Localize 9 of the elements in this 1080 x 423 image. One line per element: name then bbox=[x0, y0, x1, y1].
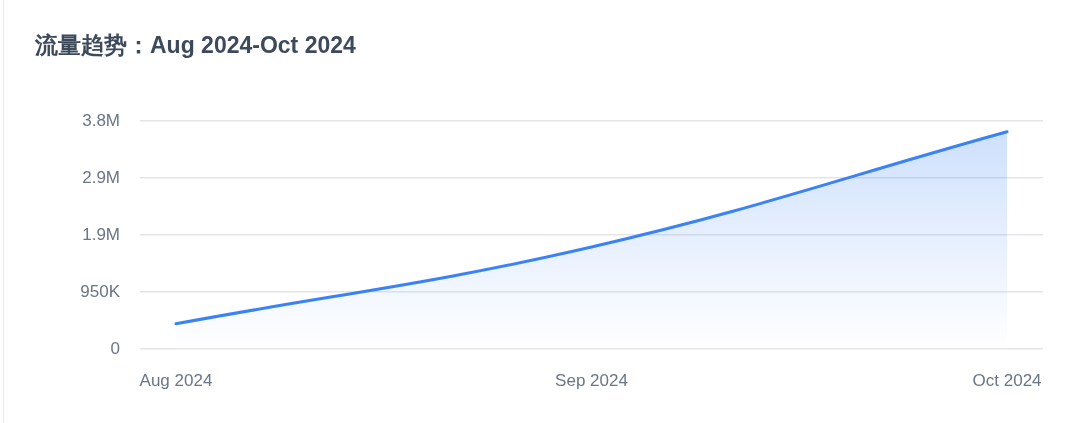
y-tick-label: 1.9M bbox=[82, 224, 120, 244]
y-tick-label: 3.8M bbox=[82, 110, 120, 130]
x-tick-label: Oct 2024 bbox=[972, 370, 1042, 390]
x-tick-label: Aug 2024 bbox=[139, 370, 213, 390]
y-tick-label: 950K bbox=[80, 281, 121, 301]
y-tick-label: 0 bbox=[110, 338, 120, 358]
x-tick-label: Sep 2024 bbox=[555, 370, 628, 390]
chart-title: 流量趋势：Aug 2024-Oct 2024 bbox=[35, 31, 356, 60]
y-tick-label: 2.9M bbox=[82, 167, 120, 187]
